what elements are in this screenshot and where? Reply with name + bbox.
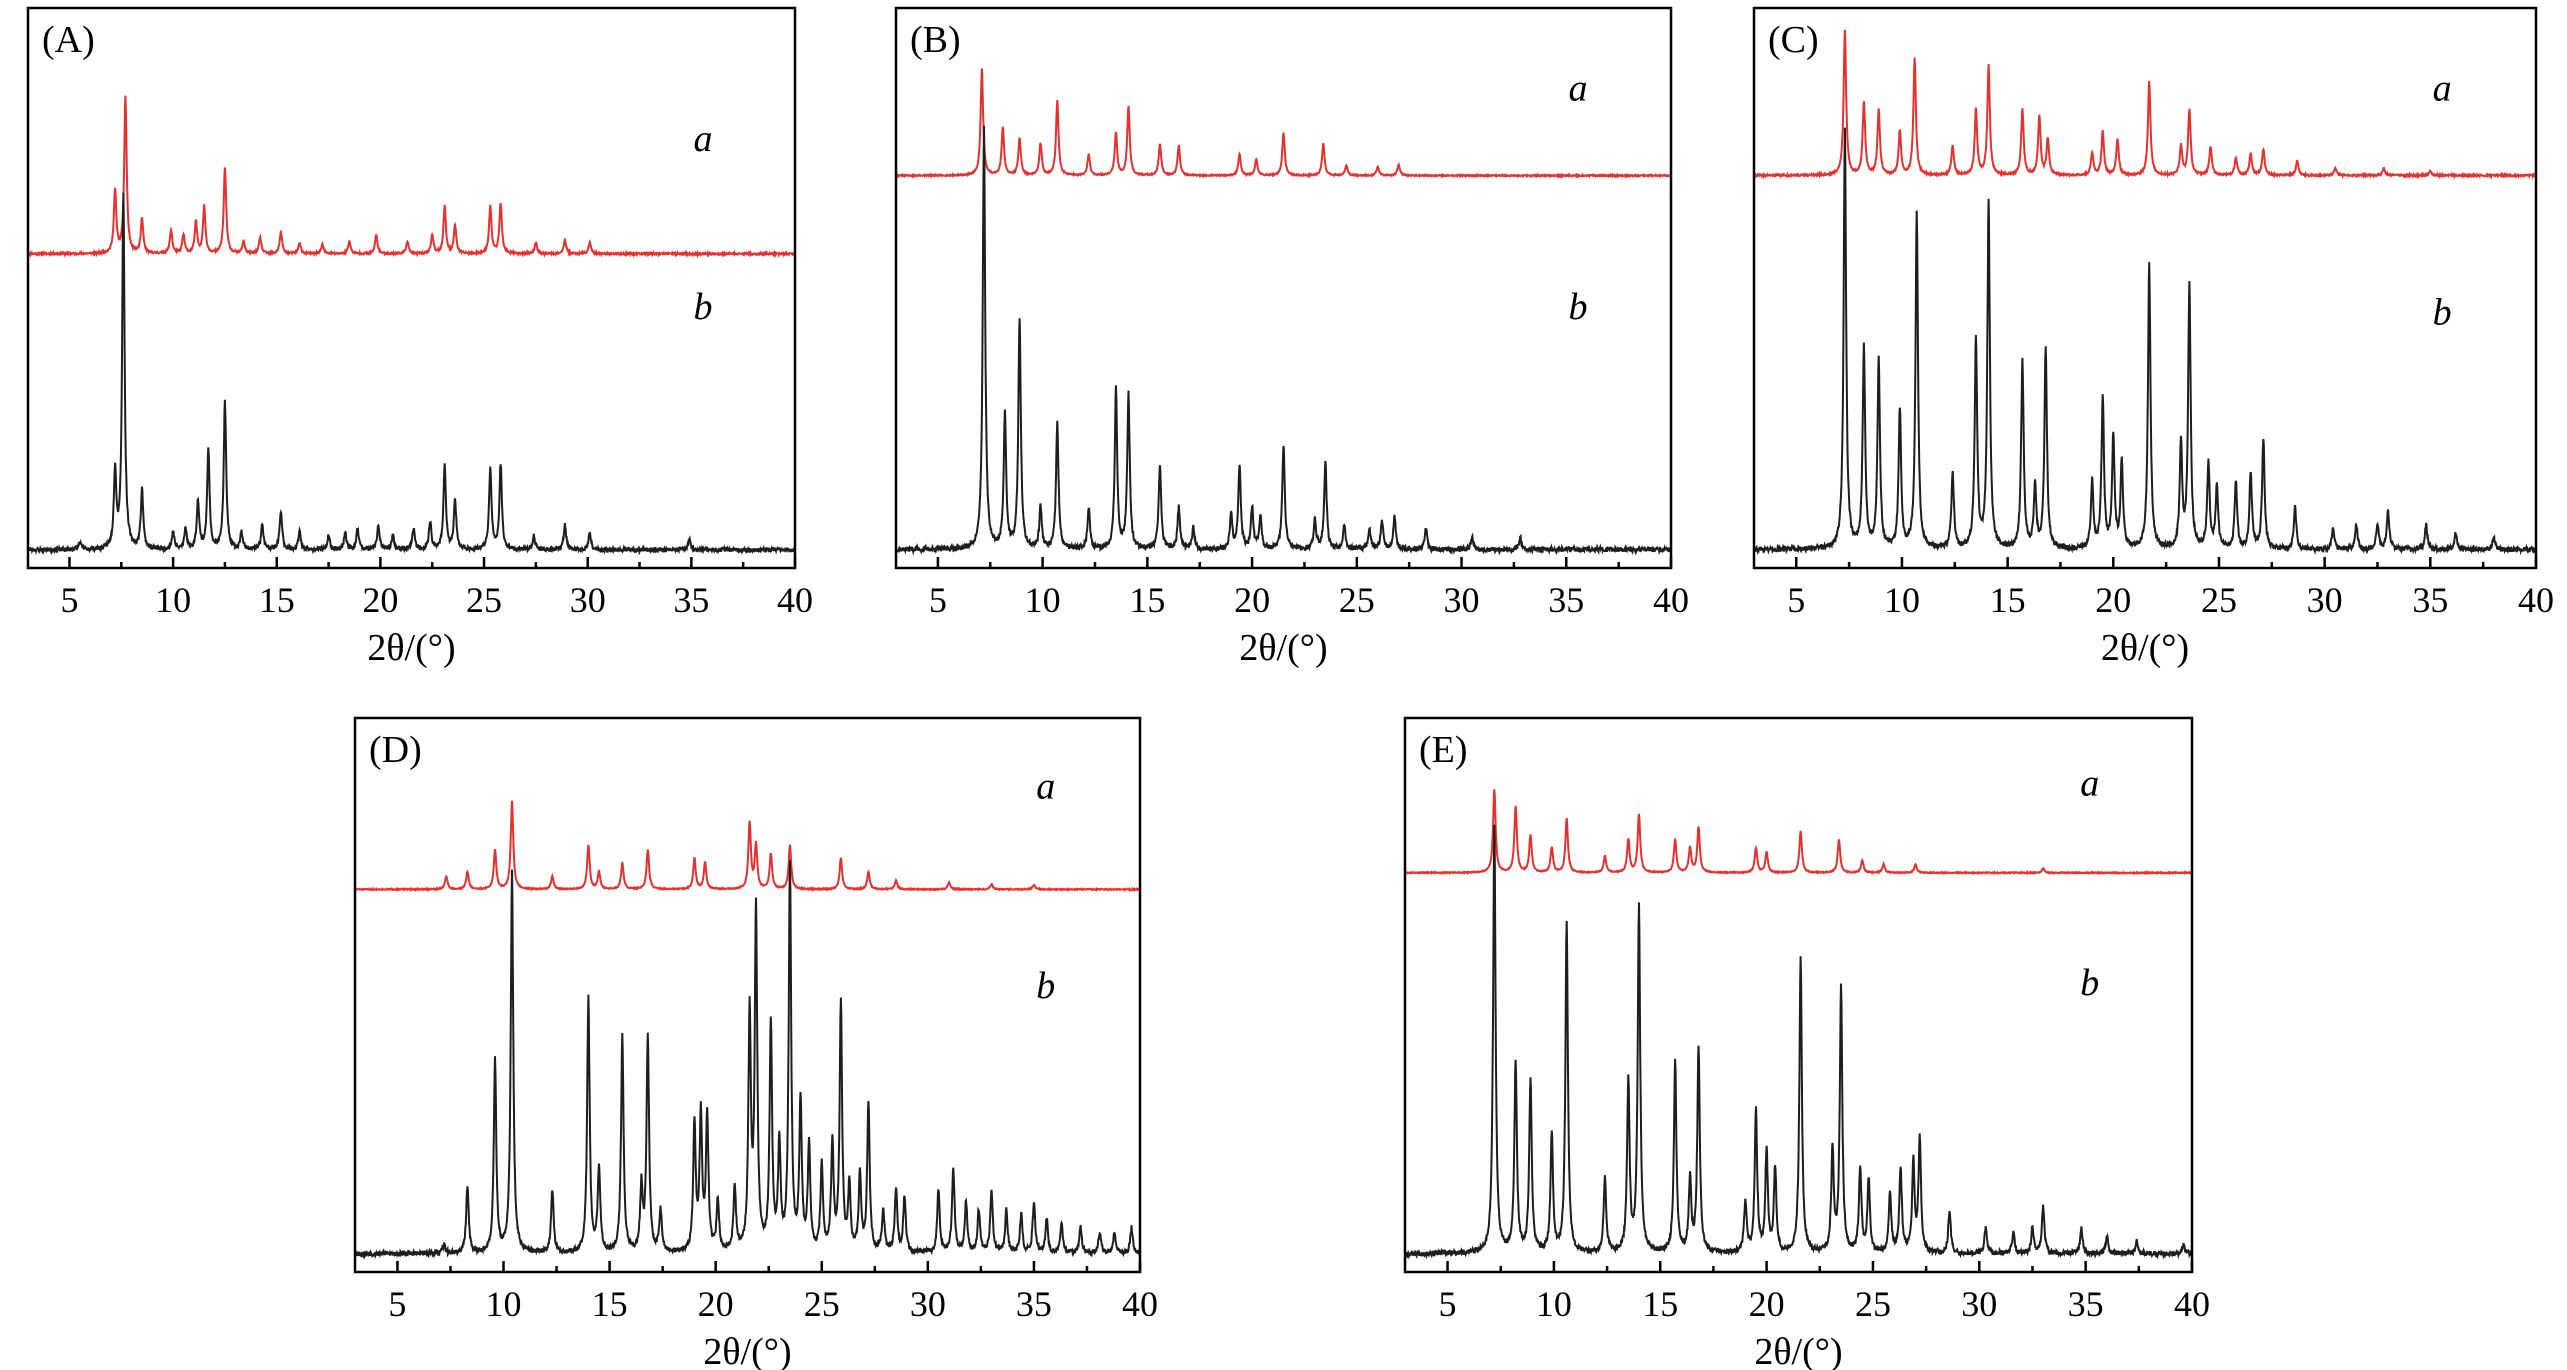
series-label-b: b [2080, 962, 2099, 1004]
series-line-b [1404, 824, 2193, 1260]
series-line-b [895, 125, 1672, 556]
x-tick-label: 35 [673, 580, 709, 620]
panel-label: (E) [1419, 729, 1468, 771]
x-axis-title: 2θ/(°) [367, 627, 455, 669]
x-tick-label: 10 [486, 1284, 522, 1324]
x-tick-label: 40 [2174, 1284, 2210, 1324]
x-tick-label: 20 [1234, 580, 1270, 620]
plot-frame [1752, 6, 2538, 570]
plot-frame [1403, 716, 2194, 1274]
x-tick-label: 25 [466, 580, 502, 620]
x-axis-title: 2θ/(°) [1754, 1331, 1842, 1370]
panel-label: (B) [910, 19, 961, 61]
x-tick-label: 30 [1961, 1284, 1997, 1324]
x-tick-label: 5 [60, 580, 78, 620]
x-axis-title: 2θ/(°) [2101, 627, 2189, 669]
series-label-a: a [1036, 765, 1055, 807]
x-tick-label: 40 [1653, 580, 1689, 620]
plot-frame [894, 6, 1673, 570]
x-tick-label: 20 [362, 580, 398, 620]
x-axis-title: 2θ/(°) [1239, 627, 1327, 669]
x-tick-label: 20 [1749, 1284, 1785, 1324]
x-tick-label: 25 [804, 1284, 840, 1324]
x-tick-label: 40 [2518, 580, 2554, 620]
panel-label: (D) [369, 729, 422, 771]
x-tick-label: 40 [1122, 1284, 1158, 1324]
series-line-a [895, 68, 1672, 179]
x-tick-label: 35 [2068, 1284, 2104, 1324]
x-tick-label: 10 [1536, 1284, 1572, 1324]
x-tick-label: 25 [1339, 580, 1375, 620]
x-tick-label: 25 [2201, 580, 2237, 620]
series-label-b: b [2433, 291, 2452, 333]
series-line-a [354, 800, 1141, 893]
x-tick-label: 5 [1439, 1284, 1457, 1324]
series-line-b [27, 192, 796, 556]
x-tick-label: 25 [1855, 1284, 1891, 1324]
plot-frame [353, 716, 1142, 1274]
chart-panel-5: a b 5 10 15 20 25 30 35 40 2θ/(°) (E) [1403, 716, 2210, 1370]
x-tick-label: 30 [570, 580, 606, 620]
x-tick-label: 35 [1016, 1284, 1052, 1324]
x-tick-label: 35 [1548, 580, 1584, 620]
x-tick-label: 5 [388, 1284, 406, 1324]
x-tick-label: 30 [910, 1284, 946, 1324]
series-line-a [27, 95, 796, 259]
series-label-b: b [1569, 286, 1588, 328]
chart-panel-2: a b 5 10 15 20 25 30 35 40 2θ/(°) (B) [894, 6, 1689, 669]
series-line-a [1404, 789, 2193, 876]
x-tick-label: 10 [155, 580, 191, 620]
x-tick-label: 20 [2095, 580, 2131, 620]
x-tick-label: 10 [1884, 580, 1920, 620]
series-label-a: a [693, 118, 712, 160]
series-line-b [354, 860, 1141, 1260]
x-tick-label: 15 [592, 1284, 628, 1324]
x-tick-label: 15 [1990, 580, 2026, 620]
chart-panel-1: a b 5 10 15 20 25 30 35 40 2θ/(°) (A) [26, 6, 813, 669]
series-label-a: a [2433, 67, 2452, 109]
x-tick-label: 5 [929, 580, 947, 620]
x-tick-label: 15 [1642, 1284, 1678, 1324]
panel-label: (A) [42, 19, 95, 61]
x-tick-label: 20 [698, 1284, 734, 1324]
series-line-a [1753, 29, 2537, 180]
chart-panel-3: a b 5 10 15 20 25 30 35 40 2θ/(°) (C) [1752, 6, 2554, 669]
panel-label: (C) [1768, 19, 1819, 61]
plot-frame [26, 6, 797, 570]
x-tick-label: 15 [259, 580, 295, 620]
series-line-b [1753, 127, 2537, 556]
series-label-a: a [2080, 763, 2099, 805]
chart-panel-4: a b 5 10 15 20 25 30 35 40 2θ/(°) (D) [353, 716, 1158, 1370]
x-axis-title: 2θ/(°) [703, 1331, 791, 1370]
x-tick-label: 30 [1444, 580, 1480, 620]
x-tick-label: 5 [1787, 580, 1805, 620]
x-tick-label: 30 [2307, 580, 2343, 620]
series-label-b: b [1036, 965, 1055, 1007]
x-tick-label: 10 [1025, 580, 1061, 620]
series-label-a: a [1569, 67, 1588, 109]
x-tick-label: 35 [2412, 580, 2448, 620]
series-label-b: b [693, 286, 712, 328]
x-tick-label: 40 [777, 580, 813, 620]
x-tick-label: 15 [1129, 580, 1165, 620]
